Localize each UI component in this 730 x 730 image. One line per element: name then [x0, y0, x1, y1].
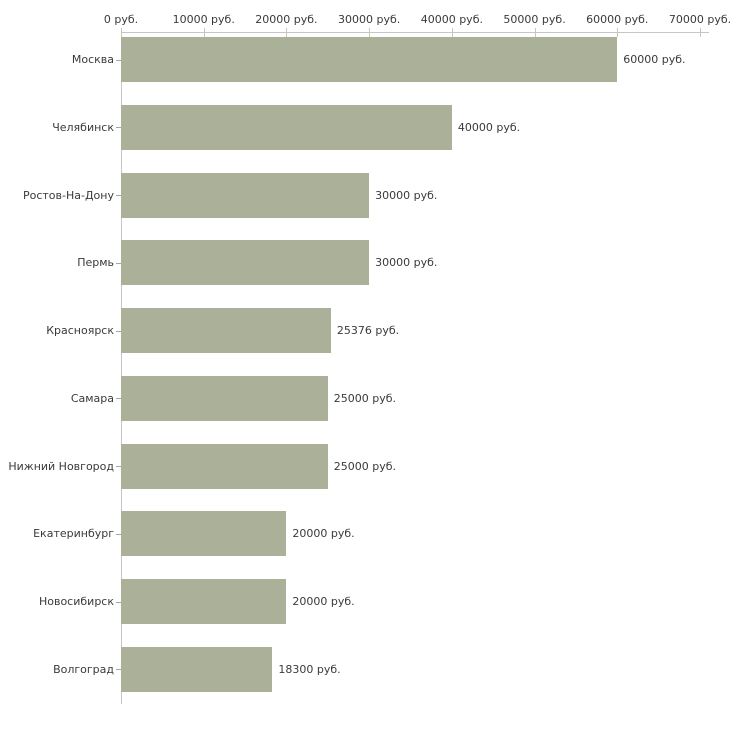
value-label: 20000 руб.	[292, 595, 355, 608]
x-tick-mark	[617, 28, 618, 37]
bar-10	[121, 646, 273, 692]
category-label: Новосибирск	[38, 595, 114, 608]
category-label: Нижний Новгород	[8, 459, 114, 473]
category-label: Челябинск	[52, 120, 114, 134]
y-axis-line	[121, 32, 122, 704]
bar-1	[121, 37, 618, 82]
value-label: 20000 руб.	[292, 527, 355, 541]
x-tick-mark	[204, 28, 205, 37]
bar-9	[121, 579, 287, 624]
bar-4	[121, 240, 370, 286]
category-tick-mark	[116, 195, 121, 196]
bar-3	[121, 172, 370, 218]
value-label: 30000 руб.	[375, 256, 438, 270]
category-label: Ростов-На-Дону	[22, 188, 114, 202]
x-tick-label: 40000 руб.	[420, 13, 483, 26]
bar-2	[121, 104, 452, 150]
x-tick-mark	[452, 28, 453, 37]
bar-5	[121, 308, 331, 353]
category-tick-mark	[116, 127, 121, 128]
category-tick-mark	[116, 466, 121, 467]
category-tick-mark	[116, 534, 121, 535]
x-tick-label: 0 руб.	[103, 13, 139, 26]
bar-6	[121, 375, 328, 421]
category-tick-mark	[116, 669, 121, 670]
bar-7	[121, 443, 328, 489]
x-tick-label: 60000 руб.	[586, 13, 649, 26]
x-tick-label: 10000 руб.	[172, 13, 235, 26]
category-tick-mark	[116, 602, 121, 603]
x-tick-label: 50000 руб.	[503, 13, 566, 26]
category-tick-mark	[116, 263, 121, 264]
x-tick-mark	[369, 28, 370, 37]
x-tick-mark	[121, 28, 122, 37]
value-label: 25376 руб.	[336, 324, 400, 337]
x-tick-mark	[286, 28, 287, 37]
bar-8	[121, 511, 287, 557]
category-label: Москва	[71, 53, 114, 66]
x-tick-mark	[700, 28, 701, 37]
category-label: Самара	[70, 391, 114, 405]
value-label: 30000 руб.	[375, 188, 438, 202]
value-label: 18300 руб.	[278, 662, 341, 676]
category-tick-mark	[116, 331, 121, 332]
value-label: 25000 руб.	[333, 391, 397, 405]
value-label: 40000 руб.	[457, 120, 521, 134]
x-tick-mark	[535, 28, 536, 37]
x-tick-label: 30000 руб.	[338, 13, 401, 26]
x-tick-label: 20000 руб.	[255, 13, 318, 26]
x-tick-label: 70000 руб.	[668, 13, 730, 26]
value-label: 25000 руб.	[333, 459, 397, 473]
category-label: Красноярск	[46, 324, 114, 337]
category-label: Пермь	[77, 256, 114, 270]
value-label: 60000 руб.	[623, 53, 686, 66]
category-tick-mark	[116, 60, 121, 61]
category-tick-mark	[116, 398, 121, 399]
category-label: Волгоград	[53, 662, 114, 676]
category-label: Екатеринбург	[33, 527, 114, 541]
x-axis-line	[121, 32, 709, 33]
